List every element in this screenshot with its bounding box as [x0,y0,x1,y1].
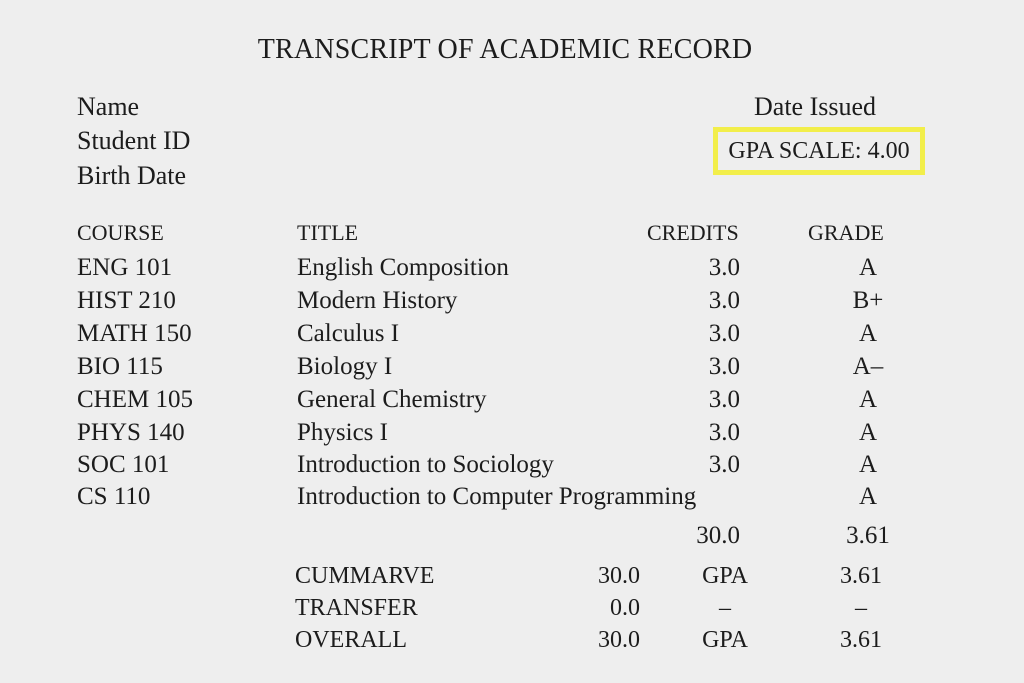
course-title: General Chemistry [297,386,487,413]
gpa-scale-label: GPA SCALE: [728,138,862,164]
course-grade: A [858,320,878,347]
course-title: Biology I [297,353,393,380]
gpa-scale-box: GPA SCALE: 4.00 [713,127,925,175]
course-code: SOC 101 [77,451,170,478]
course-code: PHYS 140 [77,419,185,446]
header-course: COURSE [77,220,164,245]
gpa-scale-value: 4.00 [867,138,910,164]
summary-credits: 30.0 [598,627,640,653]
course-credits: 3.0 [708,353,740,380]
course-code: CS 110 [77,483,151,510]
course-credits: 3.0 [708,287,740,314]
summary-value: – [855,595,867,621]
course-credits: 3.0 [708,386,740,413]
course-title: Calculus I [297,320,400,347]
summary-label: CUMMARVE [295,563,435,589]
student-id-label: Student ID [77,126,191,155]
summary-credits: 0.0 [610,595,640,621]
course-grade: A [858,451,878,478]
name-label: Name [77,92,140,121]
date-issued-label: Date Issued [754,92,877,121]
document-title: TRANSCRIPT OF ACADEMIC RECORD [257,34,753,65]
summary-value: 3.61 [840,627,882,653]
course-grade: A [858,254,878,281]
course-credits: 3.0 [708,419,740,446]
total-gpa: 3.61 [846,522,890,549]
course-code: HIST 210 [77,287,176,314]
summary-label: OVERALL [295,627,407,653]
course-code: CHEM 105 [77,386,193,413]
course-title: Physics I [297,419,388,446]
course-code: BIO 115 [77,353,163,380]
summary-type: GPA [702,563,748,589]
summary-label: TRANSFER [295,595,418,621]
course-credits: 3.0 [708,320,740,347]
course-grade: A– [852,353,884,380]
summary-type: GPA [702,627,748,653]
course-credits: 3.0 [708,254,740,281]
total-credits: 30.0 [696,522,740,549]
course-title: Modern History [297,287,458,314]
course-grade: A [858,483,878,510]
course-grade: B+ [852,287,884,314]
course-grade: A [858,419,878,446]
course-code: MATH 150 [77,320,192,347]
summary-value: 3.61 [840,563,882,589]
course-title: Introduction to Computer Programming [297,483,697,510]
summary-type: – [719,595,731,621]
course-grade: A [858,386,878,413]
course-title: Introduction to Sociology [297,451,554,478]
header-credits: CREDITS [647,220,739,245]
header-title: TITLE [297,220,359,245]
course-title: English Composition [297,254,509,281]
summary-credits: 30.0 [598,563,640,589]
course-credits: 3.0 [708,451,740,478]
course-code: ENG 101 [77,254,173,281]
header-grade: GRADE [808,220,884,245]
birth-date-label: Birth Date [77,161,187,190]
